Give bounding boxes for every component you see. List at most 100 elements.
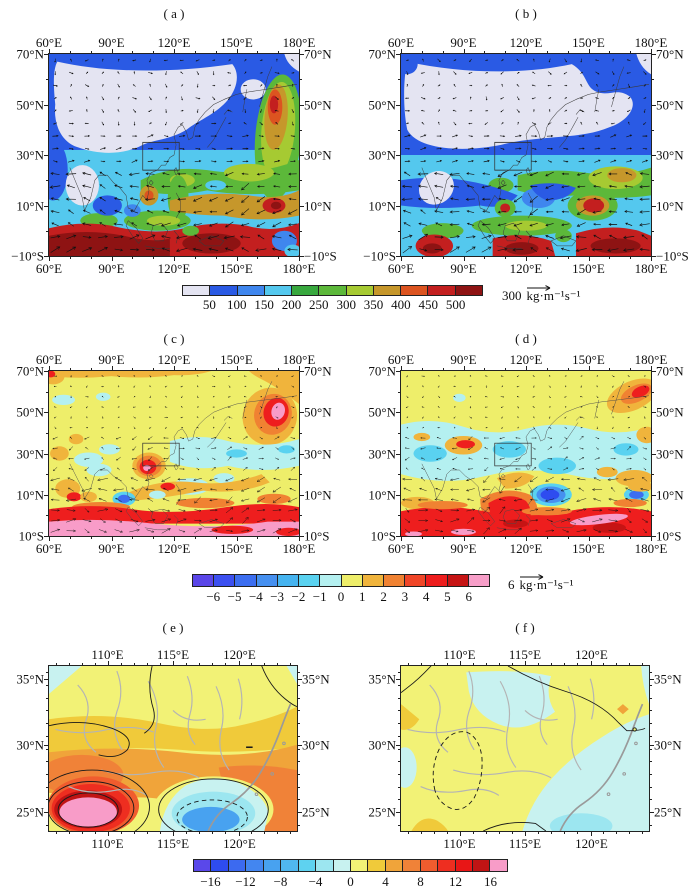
axis-tick-label: 180°E — [634, 541, 668, 556]
axis-tick — [44, 205, 49, 207]
axis-tick-label: 180°E — [282, 352, 316, 367]
colorbar-tick-label: −6 — [206, 589, 221, 604]
colorbar-segment — [246, 860, 264, 871]
colorbar-segment — [490, 860, 507, 871]
axis-tick-label: 110°E — [91, 647, 124, 662]
axis-tick — [651, 494, 656, 496]
axis-tick — [290, 663, 292, 666]
axis-tick-label: 70°N — [304, 46, 332, 62]
colorbar-segment — [341, 575, 363, 586]
axis-tick — [401, 49, 402, 54]
axis-tick — [297, 799, 300, 801]
axis-tick-label: 150°E — [220, 352, 253, 367]
axis-tick-label: 120°E — [157, 541, 191, 556]
colorbar-tick-label: −16 — [200, 874, 221, 889]
axis-tick-label: 70°N — [16, 46, 44, 62]
axis-tick — [68, 663, 70, 666]
axis-tick-label: −10°S — [656, 248, 689, 264]
axis-tick — [421, 368, 423, 371]
axis-tick — [174, 366, 175, 371]
axis-tick — [398, 474, 401, 476]
colorbar-tick-label: 3 — [401, 589, 409, 604]
axis-tick — [630, 256, 632, 259]
axis-tick — [44, 453, 49, 455]
axis-tick — [111, 536, 113, 541]
axis-tick — [459, 831, 461, 836]
axis-tick — [159, 663, 161, 666]
axis-tick — [46, 761, 49, 763]
axis-tick-label: 10°N — [656, 487, 684, 503]
axis-tick — [630, 536, 632, 539]
axis-tick-label: 35°N — [302, 671, 330, 687]
axis-tick — [484, 368, 486, 371]
colorbar-tick-label: −12 — [235, 874, 256, 889]
axis-tick — [396, 54, 401, 55]
axis-tick — [111, 366, 113, 371]
axis-tick — [236, 256, 238, 261]
axis-tick — [46, 748, 49, 750]
axis-tick — [401, 536, 402, 541]
axis-tick — [297, 685, 300, 687]
axis-tick — [421, 256, 423, 259]
axis-tick-label: 35°N — [368, 671, 396, 687]
axis-tick — [299, 180, 302, 182]
axis-tick-label: 150°E — [220, 261, 253, 276]
axis-tick — [257, 368, 259, 371]
colorbar-tick-label: 0 — [337, 589, 345, 604]
colorbar-tick-label: 5 — [444, 589, 451, 604]
panel-a-title: ( a ) — [163, 6, 185, 21]
axis-tick — [111, 49, 113, 54]
colorbar-tick-label: 100 — [226, 297, 247, 312]
axis-tick-label: 150°E — [220, 541, 253, 556]
axis-tick-label: 50°N — [656, 404, 684, 420]
axis-tick — [174, 536, 175, 541]
axis-tick — [577, 831, 579, 834]
colorbar-tick-label: −3 — [270, 589, 285, 604]
colorbar-segment — [194, 860, 212, 871]
axis-tick — [212, 831, 214, 834]
axis-tick — [299, 412, 304, 414]
axis-tick — [651, 205, 656, 207]
axis-tick — [511, 831, 513, 834]
axis-tick — [133, 831, 135, 834]
axis-tick — [55, 663, 57, 666]
axis-tick — [299, 230, 302, 232]
axis-tick-label: 120°E — [509, 352, 543, 367]
axis-tick — [297, 723, 300, 725]
axis-tick — [44, 536, 49, 537]
colorbar-segment — [299, 575, 321, 586]
colorbar-segment — [420, 860, 439, 871]
colorbar-segment — [298, 860, 317, 871]
axis-tick — [609, 536, 611, 539]
axis-tick — [194, 256, 196, 259]
axis-tick — [174, 256, 175, 261]
axis-tick-label: 70°N — [656, 363, 684, 379]
axis-tick — [398, 799, 401, 801]
axis-tick — [297, 824, 300, 826]
axis-tick-label: 30°N — [368, 147, 396, 163]
panel-f-title: ( f ) — [515, 620, 535, 635]
colorbar-segment — [401, 286, 429, 295]
axis-tick — [651, 536, 656, 537]
axis-tick — [299, 536, 304, 537]
axis-tick — [146, 831, 148, 834]
axis-tick-label: 120°E — [509, 541, 543, 556]
axis-tick-label: 115°E — [156, 647, 190, 662]
axis-tick-label: 10°S — [18, 528, 44, 544]
axis-tick-label: 60°E — [35, 352, 63, 367]
axis-tick-label: 120°E — [157, 261, 191, 276]
axis-tick — [505, 256, 507, 259]
region-box — [494, 141, 532, 171]
axis-tick — [398, 685, 401, 687]
axis-tick — [174, 49, 175, 54]
axis-tick — [526, 256, 527, 261]
axis-tick-label: 120°E — [575, 647, 608, 662]
colorbar-tick-label: 450 — [418, 297, 439, 312]
colorbar-tick-label: 0 — [347, 874, 354, 889]
axis-tick — [297, 812, 302, 814]
axis-tick — [526, 49, 527, 54]
axis-tick — [396, 256, 401, 257]
colorbar-segment — [473, 860, 491, 871]
vector-value: 300 — [502, 288, 522, 303]
province-borders — [407, 670, 644, 831]
